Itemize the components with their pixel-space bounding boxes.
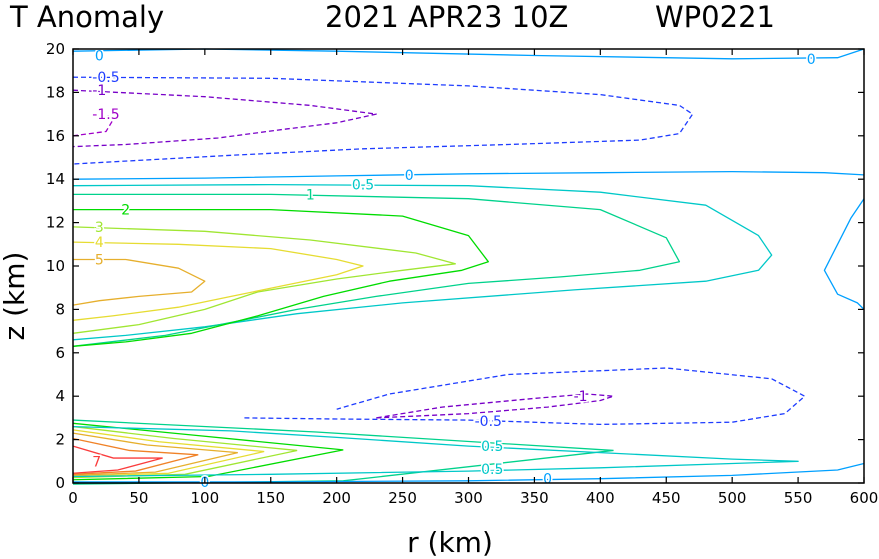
contour-line-3 [72,113,114,137]
contour-label-3: -1.5 [92,107,119,123]
contour-line-4 [72,170,865,180]
x-tick-label: 200 [322,489,351,507]
plot-frame [72,48,865,484]
y-tick-label: 14 [46,170,65,188]
chart-title-left: T Anomaly [9,0,164,34]
contour-label-12: -1 [574,389,588,405]
contour-label-2: -1 [92,83,106,99]
contour-label-7: 1 [306,187,315,203]
contour-label-6: 0.5 [352,178,374,194]
contour-lines [72,48,865,483]
y-tick-label: 6 [55,344,65,362]
contour-label-15: 0.5 [481,462,503,478]
chart-title-date: 2021 APR23 10Z [325,0,568,34]
x-tick-label: 500 [718,489,747,507]
x-tick-label: 450 [652,489,681,507]
x-tick-label: 100 [191,489,220,507]
contour-label-8: 2 [121,203,130,219]
x-tick-label: 400 [586,489,615,507]
x-tick-label: 300 [454,489,483,507]
contour-line-11 [823,198,865,310]
contour-line-7 [72,208,489,347]
x-tick-label: 350 [520,489,549,507]
low-level-contours [72,419,614,485]
chart-title-storm: WP0221 [655,0,775,34]
y-axis-label: z (km) [0,252,31,341]
x-axis-ticks: 0 50 100 150 200 250 300 350 400 450 500 550 600 [68,49,878,507]
contour-label-11: 5 [95,252,104,268]
contour-label-5: 0 [405,168,414,184]
y-tick-label: 8 [55,300,65,318]
contour-label-16: 0 [543,472,552,488]
contour-label-0: 0 [95,49,104,65]
contour-label-10: 4 [95,235,104,251]
contour-label-18: 7 [92,454,101,470]
contour-line-5 [72,183,773,341]
contour-line-13 [72,425,799,478]
y-tick-label: 16 [46,127,65,145]
y-tick-label: 0 [55,474,65,492]
x-tick-label: 50 [129,489,148,507]
contour-line-15 [376,393,615,419]
contour-line-9 [72,241,364,321]
contour-label-13: -0.5 [475,414,502,430]
x-axis-label: r (km) [407,526,493,559]
contour-label-4: 0 [807,52,816,68]
low-contour-2 [72,422,344,481]
low-contour-6 [72,437,199,475]
x-tick-label: 600 [850,489,879,507]
contour-line-14 [244,367,806,426]
contour-line-2 [72,89,377,148]
contour-line-8 [72,226,456,334]
contour-label-1: -0.5 [92,70,119,86]
y-tick-label: 4 [55,387,65,405]
x-tick-label: 0 [68,489,78,507]
y-tick-label: 20 [46,40,65,58]
contour-line-10 [72,258,206,306]
y-tick-label: 10 [46,257,65,275]
x-tick-label: 550 [784,489,813,507]
low-contour-5 [72,432,238,477]
contour-label-9: 3 [95,220,104,236]
y-tick-label: 2 [55,431,65,449]
contour-line-6 [72,193,681,347]
x-tick-label: 250 [388,489,417,507]
low-contour-7 [72,445,163,474]
contour-line-1 [72,76,694,165]
x-tick-label: 150 [256,489,285,507]
y-tick-label: 18 [46,83,65,101]
low-contour-4 [72,429,265,478]
contour-label-14: 0.5 [481,439,503,455]
y-tick-label: 12 [46,214,65,232]
